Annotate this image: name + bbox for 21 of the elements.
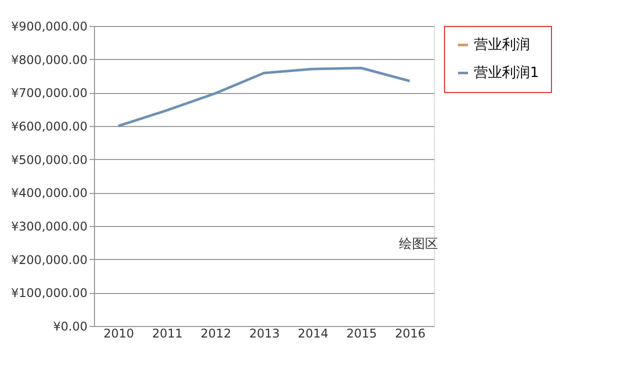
y-tick-label: ¥900,000.00 [11, 20, 88, 34]
y-tick-label: ¥100,000.00 [11, 286, 88, 300]
x-tick-label: 2014 [298, 326, 328, 340]
y-tick-label: ¥400,000.00 [11, 186, 88, 200]
y-tick-label: ¥700,000.00 [11, 86, 88, 100]
y-tick-label: ¥300,000.00 [11, 220, 88, 234]
x-tick-label: 2012 [200, 326, 232, 340]
x-tick-label: 2015 [346, 326, 377, 340]
x-tick-label: 2011 [152, 326, 183, 340]
x-tick-label: 2013 [249, 326, 280, 340]
y-tick-label: ¥0.00 [53, 320, 88, 334]
y-tick-label: ¥200,000.00 [11, 252, 88, 267]
y-tick-label: ¥800,000.00 [11, 52, 88, 67]
x-tick-label: 2010 [104, 326, 134, 340]
legend-label: 营业利润 [474, 37, 530, 53]
line-series [117, 66, 411, 128]
legend-label: 营业利润1 [474, 65, 539, 81]
annotation: 绘图区 [399, 237, 438, 252]
y-tick-label: ¥500,000.00 [11, 152, 88, 167]
x-tick-label: 2016 [394, 326, 426, 340]
y-tick-label: ¥600,000.00 [11, 120, 88, 134]
